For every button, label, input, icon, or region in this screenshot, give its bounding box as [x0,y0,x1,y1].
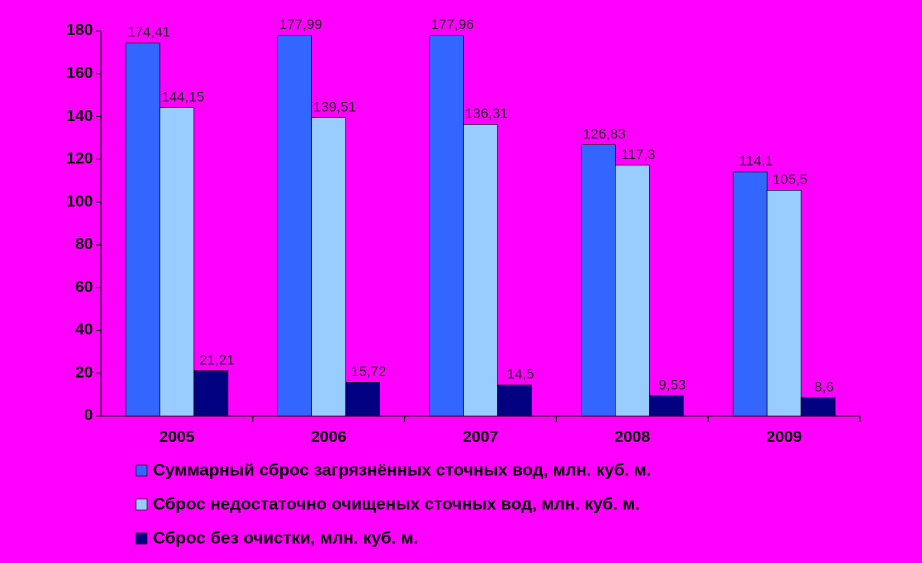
legend-swatch [135,464,148,477]
legend-swatch [135,498,148,511]
bar [277,34,313,417]
y-tick-label: 0 [84,407,93,424]
value-label: 105,5 [773,171,808,187]
x-tick-label: 2009 [766,429,802,446]
bar [766,190,802,417]
legend-label: Сброс недостаточно очищеных сточных вод,… [153,494,640,513]
x-tick-label: 2007 [463,429,499,446]
value-label: 177,96 [431,16,474,32]
y-tick-label: 100 [66,193,93,210]
value-label: 177,99 [279,16,322,32]
value-label: 117,3 [621,146,655,162]
bar [125,42,161,417]
bar [614,164,650,417]
y-tick-label: 140 [66,108,93,125]
y-tick-label: 80 [75,236,93,253]
bar [311,117,347,417]
value-label: 9,53 [659,376,686,392]
value-label: 144,15 [161,88,204,104]
x-tick-label: 2008 [615,429,651,446]
value-label: 21,21 [199,351,234,367]
bar [580,144,616,417]
bar [800,397,836,417]
bar [497,384,532,417]
legend-label: Сброс без очистки, млн. куб. м. [153,528,418,547]
x-tick-label: 2005 [159,429,195,446]
y-tick-label: 40 [75,322,93,339]
value-label: 114,1 [739,153,773,169]
legend-swatch [135,532,148,545]
y-tick-label: 160 [66,65,93,82]
value-label: 136,31 [465,105,508,121]
y-tick-label: 180 [66,22,93,39]
bar [193,370,229,417]
bar [345,382,381,417]
y-tick-label: 20 [75,364,93,381]
bar [429,35,464,417]
bar [463,124,498,417]
value-label: 15,72 [351,363,386,379]
value-label: 174,41 [127,24,170,40]
value-label: 139,51 [313,98,356,114]
x-tick-label: 2006 [311,429,347,446]
y-tick-label: 120 [66,151,93,168]
value-label: 8,6 [814,378,834,394]
bar [159,107,195,417]
value-label: 126,83 [583,125,626,141]
y-tick-label: 60 [75,279,93,296]
bar [648,395,684,417]
value-label: 14,5 [507,366,534,382]
bar [732,171,768,417]
legend-label: Суммарный сброс загрязнённых сточных вод… [153,460,651,479]
